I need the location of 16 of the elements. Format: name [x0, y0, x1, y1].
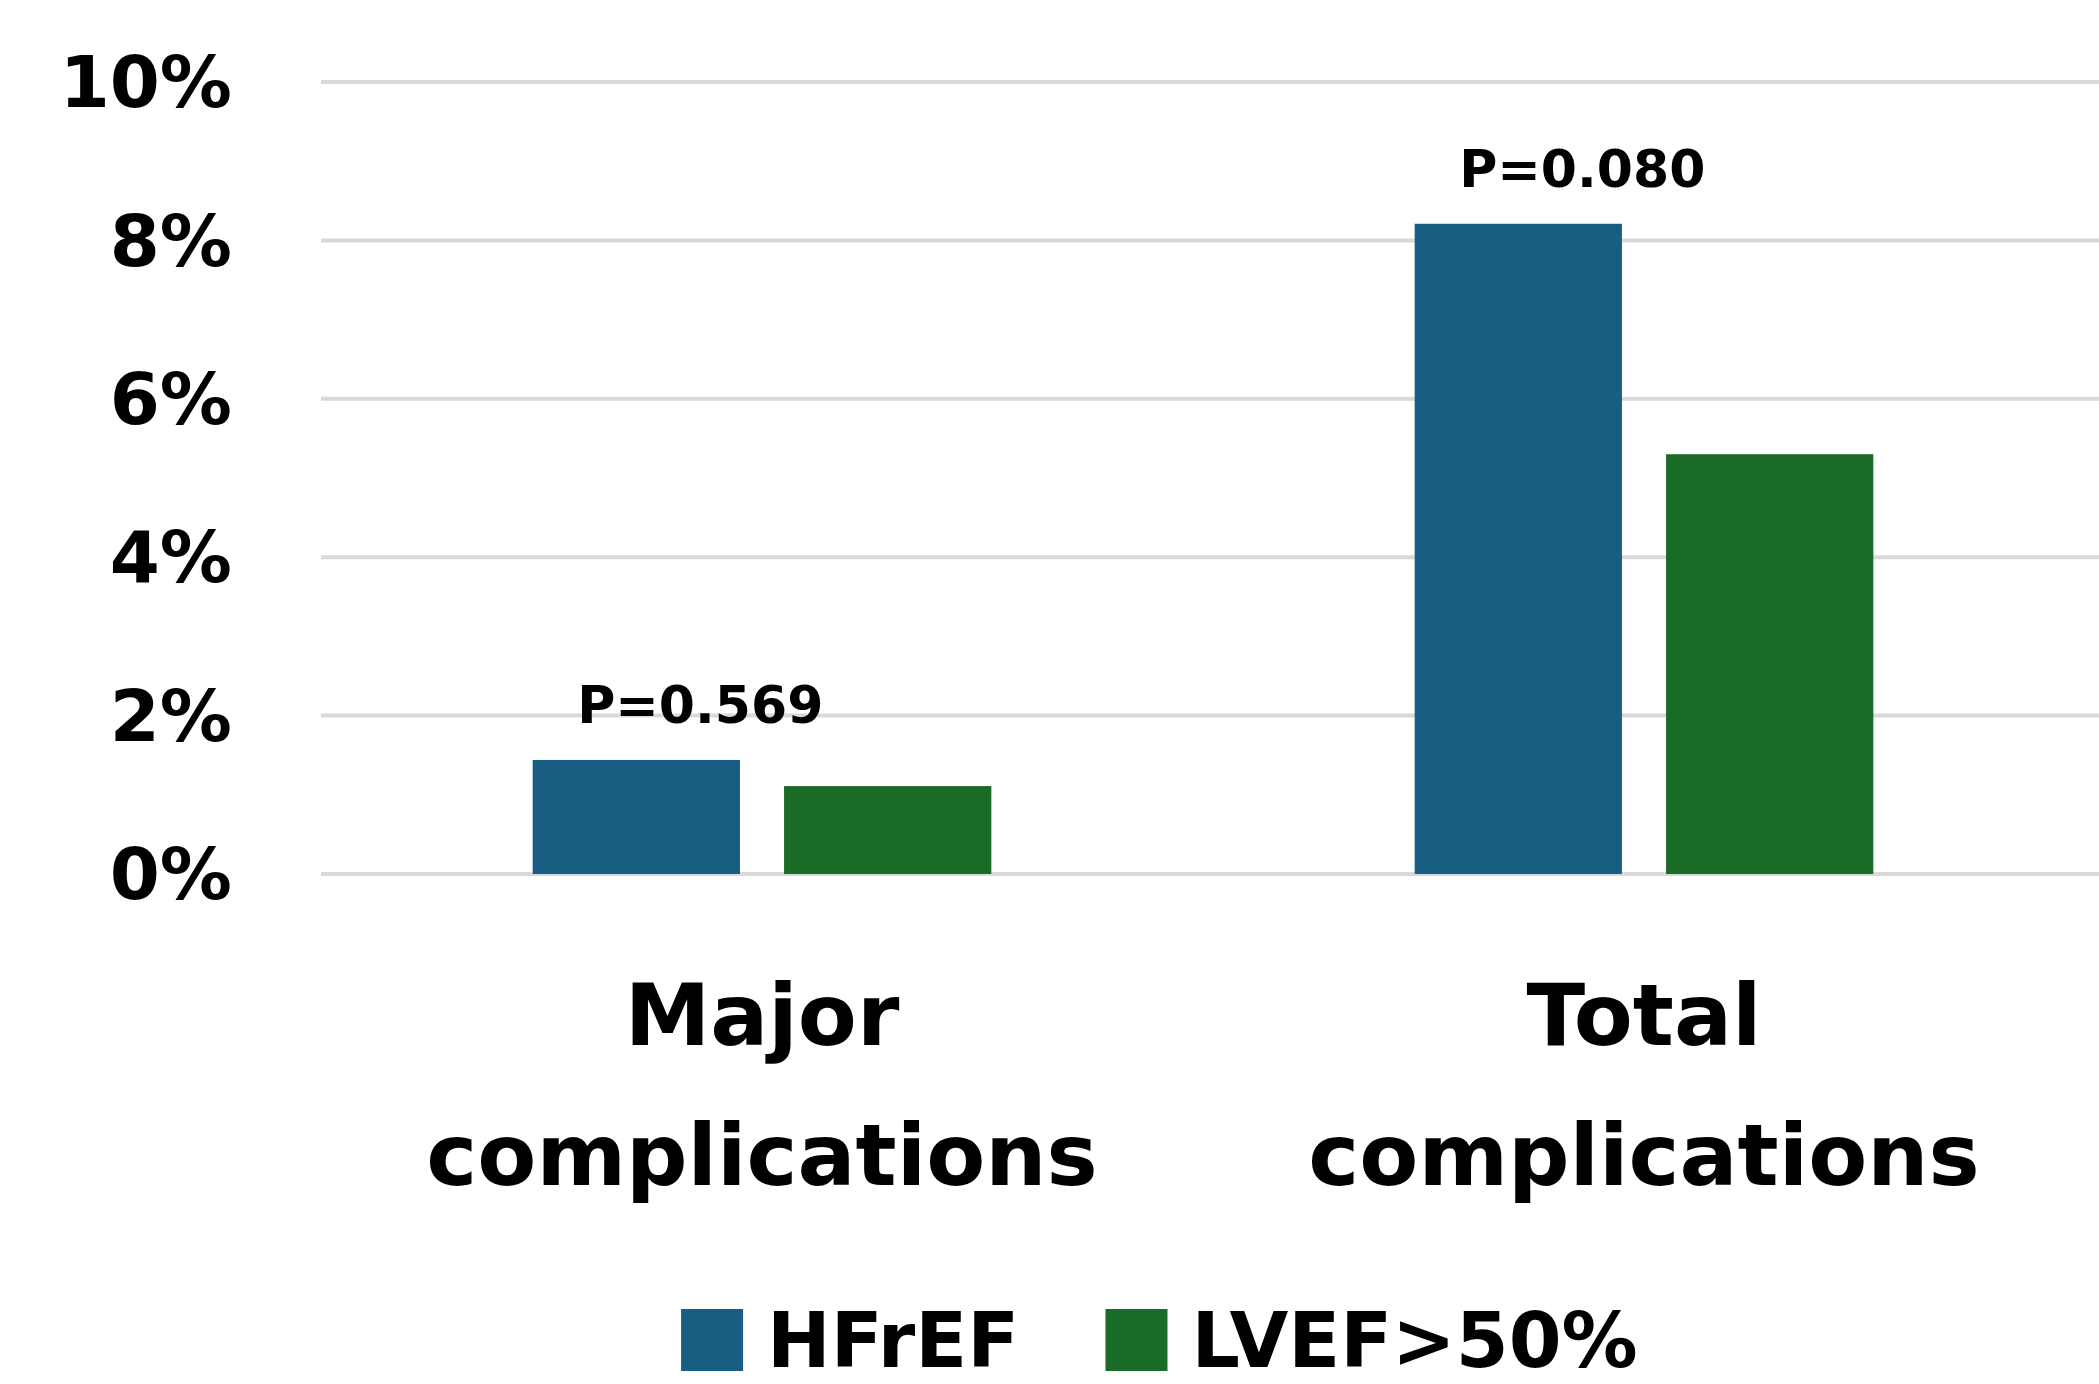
bar: [1414, 223, 1622, 874]
y-tick-label: 8%: [109, 198, 232, 283]
legend-label: LVEF>50%: [1191, 1295, 1638, 1384]
y-tick-label: 0%: [109, 832, 232, 917]
y-tick-label: 6%: [109, 357, 232, 441]
bar: [1666, 454, 1874, 874]
y-tick-label: 4%: [109, 515, 232, 600]
annotation: P=0.080: [1459, 138, 1706, 199]
y-tick-label: 10%: [59, 40, 232, 125]
annotation: P=0.569: [577, 675, 824, 736]
y-tick-label: 2%: [109, 673, 232, 758]
bar: [532, 759, 740, 874]
bar: [784, 786, 992, 874]
x-tick-label: Total complications: [1308, 965, 1980, 1205]
legend-label: HFrEF: [767, 1295, 1020, 1384]
x-tick-label: Major complications: [426, 965, 1098, 1205]
